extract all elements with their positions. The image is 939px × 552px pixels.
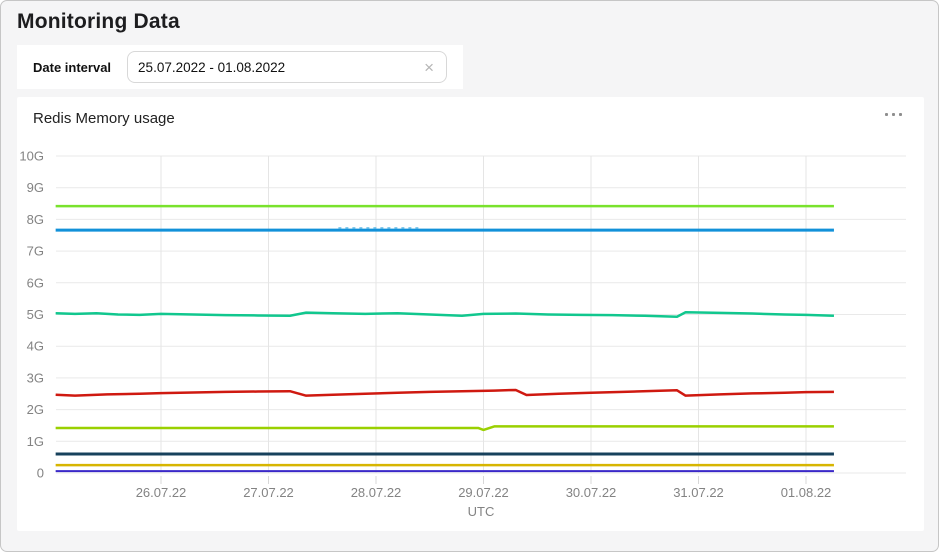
- date-interval-label: Date interval: [33, 59, 112, 75]
- series-5G-line[interactable]: [55, 311, 834, 318]
- x-tick-label: 30.07.22: [566, 485, 617, 500]
- y-tick-label: 2G: [27, 402, 44, 417]
- series-2.5G-line[interactable]: [55, 388, 834, 397]
- y-tick-label: 9G: [27, 180, 44, 195]
- x-tick-label: 28.07.22: [351, 485, 402, 500]
- filters-toolbar: Date interval ×: [17, 45, 463, 89]
- y-tick-label: 4G: [27, 339, 44, 354]
- chart-menu-ellipsis-icon[interactable]: [883, 109, 904, 120]
- y-tick-label: 0: [37, 466, 44, 481]
- y-tick-label: 3G: [27, 370, 44, 385]
- y-tick-label: 10G: [19, 149, 44, 164]
- x-tick-label: 01.08.22: [781, 485, 832, 500]
- date-interval-field[interactable]: ×: [127, 51, 447, 83]
- ellipsis-dot: [892, 113, 895, 116]
- x-axis-unit-label: UTC: [468, 504, 495, 519]
- y-tick-label: 1G: [27, 434, 44, 449]
- chart-card: Redis Memory usage 0 1G 2G 3G 4G 5G 6G 7G 8G 9G 10…: [17, 97, 924, 531]
- clear-date-icon[interactable]: ×: [420, 57, 438, 78]
- page-title: Monitoring Data: [17, 10, 180, 33]
- y-tick-label: 5G: [27, 307, 44, 322]
- memory-chart-svg[interactable]: 0 1G 2G 3G 4G 5G 6G 7G 8G 9G 10G 26.07.22 27.07.22 28…: [17, 142, 924, 527]
- x-tick-label: 27.07.22: [243, 485, 294, 500]
- series-1.45G-line[interactable]: [55, 425, 834, 432]
- ellipsis-dot: [899, 113, 902, 116]
- ellipsis-dot: [885, 113, 888, 116]
- x-tick-label: 29.07.22: [458, 485, 509, 500]
- x-tick-label: 31.07.22: [673, 485, 724, 500]
- date-interval-input[interactable]: [138, 59, 421, 75]
- x-tick-label: 26.07.22: [136, 485, 187, 500]
- y-tick-label: 8G: [27, 212, 44, 227]
- chart-title: Redis Memory usage: [33, 110, 175, 127]
- y-tick-label: 6G: [27, 275, 44, 290]
- y-tick-label: 7G: [27, 244, 44, 259]
